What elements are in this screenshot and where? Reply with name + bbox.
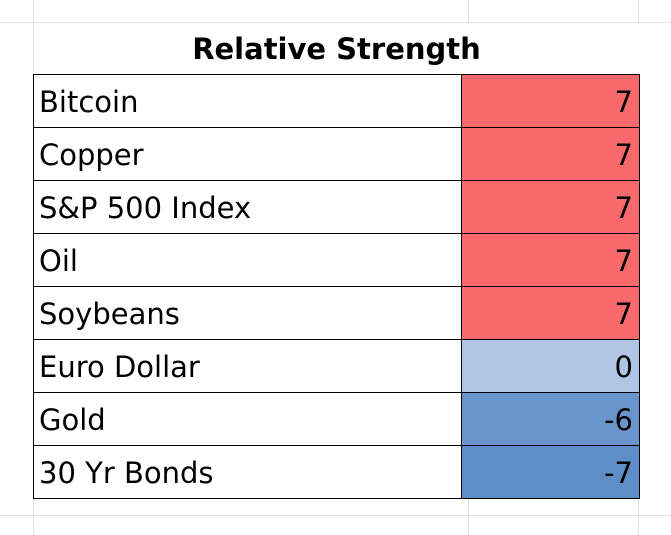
asset-name-cell[interactable]: Copper — [34, 128, 462, 180]
table-row: Oil 7 — [34, 234, 640, 287]
strength-value-cell[interactable]: 7 — [462, 75, 640, 127]
table-row: Gold -6 — [34, 393, 640, 446]
table-row: Euro Dollar 0 — [34, 340, 640, 393]
table-row: Soybeans 7 — [34, 287, 640, 340]
strength-value-cell[interactable]: -7 — [462, 446, 640, 498]
asset-name-cell[interactable]: S&P 500 Index — [34, 181, 462, 233]
strength-value-cell[interactable]: 0 — [462, 340, 640, 392]
asset-name-cell[interactable]: Gold — [34, 393, 462, 445]
strength-value-cell[interactable]: 7 — [462, 234, 640, 286]
strength-value-cell[interactable]: 7 — [462, 128, 640, 180]
table-row: Bitcoin 7 — [34, 75, 640, 128]
relative-strength-table: Bitcoin 7 Copper 7 S&P 500 Index 7 Oil 7… — [33, 74, 640, 499]
strength-value-cell[interactable]: 7 — [462, 287, 640, 339]
strength-value-cell[interactable]: 7 — [462, 181, 640, 233]
asset-name-cell[interactable]: Soybeans — [34, 287, 462, 339]
gridline — [0, 515, 671, 516]
table-row: Copper 7 — [34, 128, 640, 181]
table-title[interactable]: Relative Strength — [34, 23, 639, 75]
asset-name-cell[interactable]: Bitcoin — [34, 75, 462, 127]
asset-name-cell[interactable]: Euro Dollar — [34, 340, 462, 392]
strength-value-cell[interactable]: -6 — [462, 393, 640, 445]
table-row: S&P 500 Index 7 — [34, 181, 640, 234]
asset-name-cell[interactable]: Oil — [34, 234, 462, 286]
gridline — [0, 22, 671, 23]
table-row: 30 Yr Bonds -7 — [34, 446, 640, 499]
asset-name-cell[interactable]: 30 Yr Bonds — [34, 446, 462, 498]
